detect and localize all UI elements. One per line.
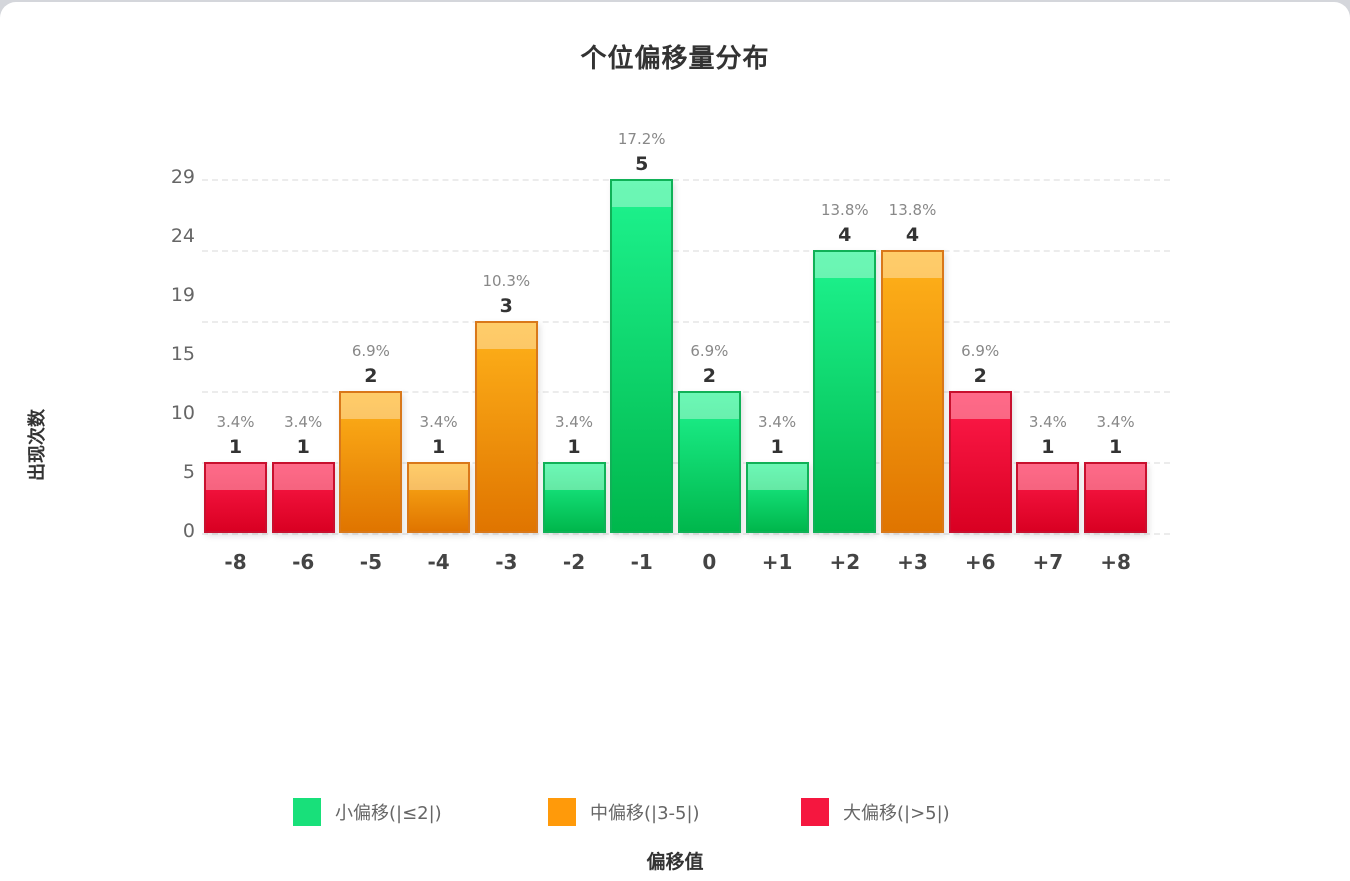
bar-highlight [273, 464, 333, 491]
bar-percent-label: 3.4% [1028, 413, 1067, 432]
bar-highlight [1086, 464, 1146, 491]
bar-minus2[interactable] [542, 462, 606, 533]
x-tick-label: -2 [562, 550, 586, 574]
bar-percent-label: 3.4% [554, 413, 594, 432]
y-tick-label: 24 [170, 225, 195, 247]
bar-plus7[interactable] [1016, 462, 1080, 533]
bar-highlight [612, 181, 672, 207]
x-tick-label: +7 [1032, 550, 1064, 574]
bar-percent-label: 3.4% [284, 413, 323, 432]
legend-swatch-small [293, 798, 321, 826]
legend-swatch-large [801, 798, 829, 826]
bar-percent-label: 10.3% [482, 271, 531, 290]
bar-highlight [409, 464, 469, 491]
bar-count-label: 1 [1108, 436, 1123, 459]
legend-swatch-medium [548, 798, 576, 826]
x-tick-label: +2 [829, 550, 861, 574]
bar-highlight [950, 393, 1010, 420]
y-tick-label: 0 [182, 520, 195, 542]
bar-minus3[interactable] [474, 320, 538, 533]
x-tick-label: -1 [630, 550, 653, 574]
y-tick-label: 15 [170, 343, 195, 365]
x-tick-label: +3 [897, 550, 928, 574]
legend-item-large[interactable]: 大偏移(|>5|) [801, 797, 950, 827]
x-tick-label: +8 [1100, 550, 1131, 574]
bar-highlight [544, 464, 604, 491]
bar-percent-label: 6.9% [690, 342, 729, 361]
bar-count-label: 2 [364, 365, 378, 388]
bar-percent-label: 6.9% [961, 342, 1000, 361]
legend-label-small: 小偏移(|≤2|) [335, 803, 442, 824]
chart-title: 个位偏移量分布 [580, 44, 770, 74]
bar-percent-label: 13.8% [820, 200, 869, 219]
bar-count-label: 5 [635, 153, 649, 175]
bar-percent-label: 3.4% [1096, 413, 1135, 432]
gridline [202, 320, 1170, 323]
y-tick-label: 5 [182, 461, 195, 483]
bar-minus6[interactable] [271, 462, 335, 533]
bar-count-label: 4 [905, 223, 920, 246]
bar-count-label: 1 [228, 436, 243, 459]
bar-0[interactable] [677, 391, 741, 533]
legend-label-large: 大偏移(|>5|) [843, 803, 950, 824]
x-tick-label: -5 [359, 550, 382, 574]
x-tick-label: -4 [427, 550, 450, 574]
gridline [202, 249, 1170, 252]
bar-percent-label: 13.8% [888, 200, 937, 219]
y-tick-label: 19 [170, 284, 195, 306]
bar-minus8[interactable] [204, 462, 267, 533]
bar-highlight [476, 322, 536, 349]
x-tick-label: -8 [224, 550, 247, 574]
bar-plus2[interactable] [813, 249, 877, 533]
bar-plus3[interactable] [881, 249, 944, 533]
y-tick-label: 10 [170, 402, 195, 424]
bar-count-label: 1 [770, 436, 784, 459]
bar-highlight [883, 251, 942, 278]
bar-plus1[interactable] [745, 462, 809, 533]
bar-highlight [747, 464, 807, 491]
bar-highlight [815, 251, 875, 278]
legend-label-medium: 中偏移(|3-5|) [590, 803, 700, 824]
bar-highlight [206, 464, 265, 491]
bar-count-label: 4 [838, 223, 852, 246]
bar-highlight [341, 393, 401, 420]
bar-percent-label: 17.2% [617, 130, 666, 148]
legend-item-medium[interactable]: 中偏移(|3-5|) [548, 797, 700, 827]
gridline [202, 533, 1170, 535]
x-tick-label: +1 [761, 550, 793, 574]
bar-minus4[interactable] [407, 462, 471, 533]
bar-minus5[interactable] [339, 391, 403, 533]
bar-percent-label: 3.4% [419, 413, 458, 432]
x-tick-label: -6 [292, 550, 315, 574]
bar-count-label: 2 [973, 365, 987, 388]
bar-highlight [679, 393, 739, 420]
x-tick-label: 0 [702, 550, 717, 574]
gridline [202, 179, 1170, 181]
bar-highlight [1018, 464, 1078, 491]
bar-count-label: 1 [567, 436, 581, 459]
bar-plus8[interactable] [1084, 462, 1148, 533]
bar-count-label: 1 [431, 436, 446, 459]
bar-count-label: 1 [1041, 436, 1055, 459]
bar-percent-label: 3.4% [216, 413, 255, 432]
x-tick-label: +6 [964, 550, 996, 574]
x-axis-title: 偏移值 [646, 851, 704, 873]
x-tick-label: -3 [495, 550, 518, 574]
bar-plus6[interactable] [948, 391, 1012, 533]
bar-count-label: 3 [499, 294, 513, 317]
bar-count-label: 2 [702, 365, 716, 388]
bar-percent-label: 6.9% [351, 342, 390, 361]
legend-item-small[interactable]: 小偏移(|≤2|) [293, 797, 442, 827]
bar-percent-label: 3.4% [758, 413, 797, 432]
bar-count-label: 1 [296, 436, 310, 459]
bar-minus1[interactable] [610, 179, 674, 533]
y-tick-label: 29 [170, 166, 195, 188]
